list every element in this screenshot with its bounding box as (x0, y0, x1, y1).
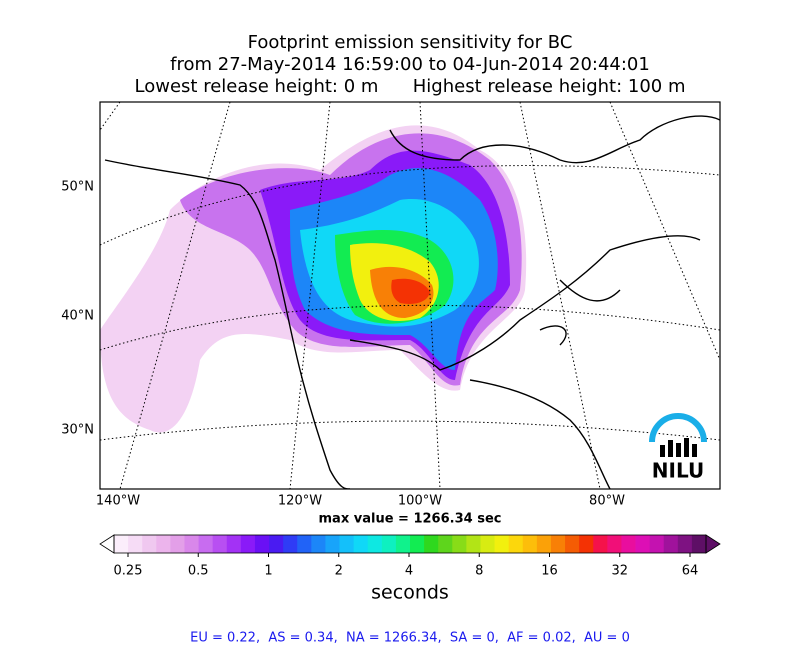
colorbar-segment (410, 535, 425, 553)
colorbar-segment (198, 535, 214, 553)
coastline (104, 115, 720, 489)
map-area (100, 102, 720, 489)
colorbar-tick-label: 0.25 (114, 564, 143, 579)
colorbar-segment (339, 535, 355, 553)
footprint (100, 125, 527, 433)
colorbar-tick-label: 0.5 (188, 564, 209, 579)
colorbar-segment (508, 535, 524, 553)
title-line: Lowest release height: 0 m Highest relea… (135, 76, 686, 97)
colorbar-segment (677, 535, 693, 553)
colorbar-label: seconds (371, 582, 449, 604)
lat-label: 40°N (61, 309, 94, 324)
colorbar-segment (452, 535, 467, 553)
colorbar-segment (522, 535, 538, 553)
colorbar-tick-label: 16 (541, 564, 558, 579)
lat-label: 30°N (61, 423, 94, 438)
max-value: max value = 1266.34 sec (319, 512, 502, 527)
colorbar-segment (142, 535, 157, 553)
colorbar-segment (325, 535, 340, 553)
colorbar-tick-label: 1 (264, 564, 272, 579)
lat-label: 50°N (61, 180, 94, 195)
colorbar-segment (114, 535, 129, 553)
colorbar-frame (113, 534, 707, 554)
lon-label: 140°W (96, 494, 140, 509)
lon-label: 120°W (278, 494, 322, 509)
colorbar-segment (649, 535, 665, 553)
colorbar-segment (240, 535, 256, 553)
colorbar-segment (494, 535, 510, 553)
colorbar-segment (691, 535, 707, 553)
colorbar-segment (536, 535, 552, 553)
title-line: from 27-May-2014 16:59:00 to 04-Jun-2014… (170, 54, 650, 75)
colorbar-segment (254, 535, 270, 553)
colorbar-segment (593, 535, 608, 553)
colorbar-segment (565, 535, 580, 553)
colorbar-segment (621, 535, 636, 553)
lon-label: 100°W (398, 494, 442, 509)
colorbar-segment (170, 535, 185, 553)
colorbar-segment (353, 535, 369, 553)
colorbar-segment (283, 535, 298, 553)
colorbar-segment (438, 535, 453, 553)
colorbar-tick-label: 2 (335, 564, 343, 579)
colorbar-segment (212, 535, 228, 553)
colorbar-segment (424, 535, 439, 553)
colorbar-segment (297, 535, 312, 553)
lon-label: 80°W (589, 494, 625, 509)
colorbar-segment (226, 535, 242, 553)
colorbar: 0.25 0.5 1 2 4 8 16 32 64 (99, 534, 721, 579)
colorbar-tick-label: 32 (611, 564, 628, 579)
colorbar-segment (607, 535, 622, 553)
colorbar-segment (395, 535, 411, 553)
graticule (100, 102, 720, 489)
logo-text: NILU (652, 459, 704, 483)
colorbar-segment (663, 535, 679, 553)
colorbar-segment (156, 535, 171, 553)
colorbar-segment (466, 535, 481, 553)
colorbar-segment (635, 535, 651, 553)
colorbar-segment (480, 535, 495, 553)
colorbar-segment (367, 535, 383, 553)
colorbar-segment (381, 535, 397, 553)
map-frame (99, 101, 721, 490)
colorbar-tick-label: 4 (405, 564, 413, 579)
colorbar-segment (311, 535, 326, 553)
title-line: Footprint emission sensitivity for BC (248, 32, 573, 53)
footer-text: EU = 0.22, AS = 0.34, NA = 1266.34, SA =… (190, 631, 630, 646)
colorbar-tick-label: 64 (682, 564, 699, 579)
logo: NILU (649, 413, 707, 483)
colorbar-arrow (705, 534, 721, 554)
colorbar-segment (550, 535, 566, 553)
colorbar-segment (184, 535, 199, 553)
colorbar-segment (269, 535, 284, 553)
colorbar-arrow (99, 534, 115, 554)
colorbar-segment (579, 535, 594, 553)
colorbar-segment (128, 535, 143, 553)
colorbar-tick-label: 8 (475, 564, 483, 579)
